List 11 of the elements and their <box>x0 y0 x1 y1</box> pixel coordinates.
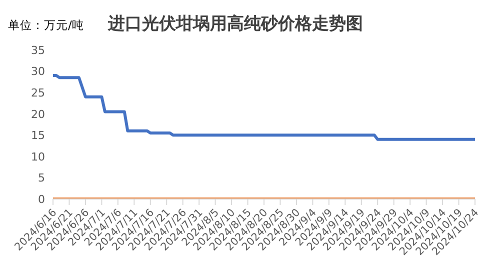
line-series <box>53 74 475 141</box>
y-tick-label: 15 <box>31 129 45 142</box>
y-tick-label: 5 <box>38 172 45 185</box>
chart-title: 进口光伏坩埚用高纯砂价格走势图 <box>108 13 363 35</box>
y-tick-label: 20 <box>31 108 45 121</box>
y-tick-label: 25 <box>31 86 45 100</box>
y-tick-label: 30 <box>31 65 45 78</box>
y-tick-label: 0 <box>38 192 45 206</box>
y-tick-label: 10 <box>31 150 45 164</box>
y-tick-label: 35 <box>31 44 45 57</box>
y-axis-title: 单位：万元/吨 <box>8 18 84 33</box>
